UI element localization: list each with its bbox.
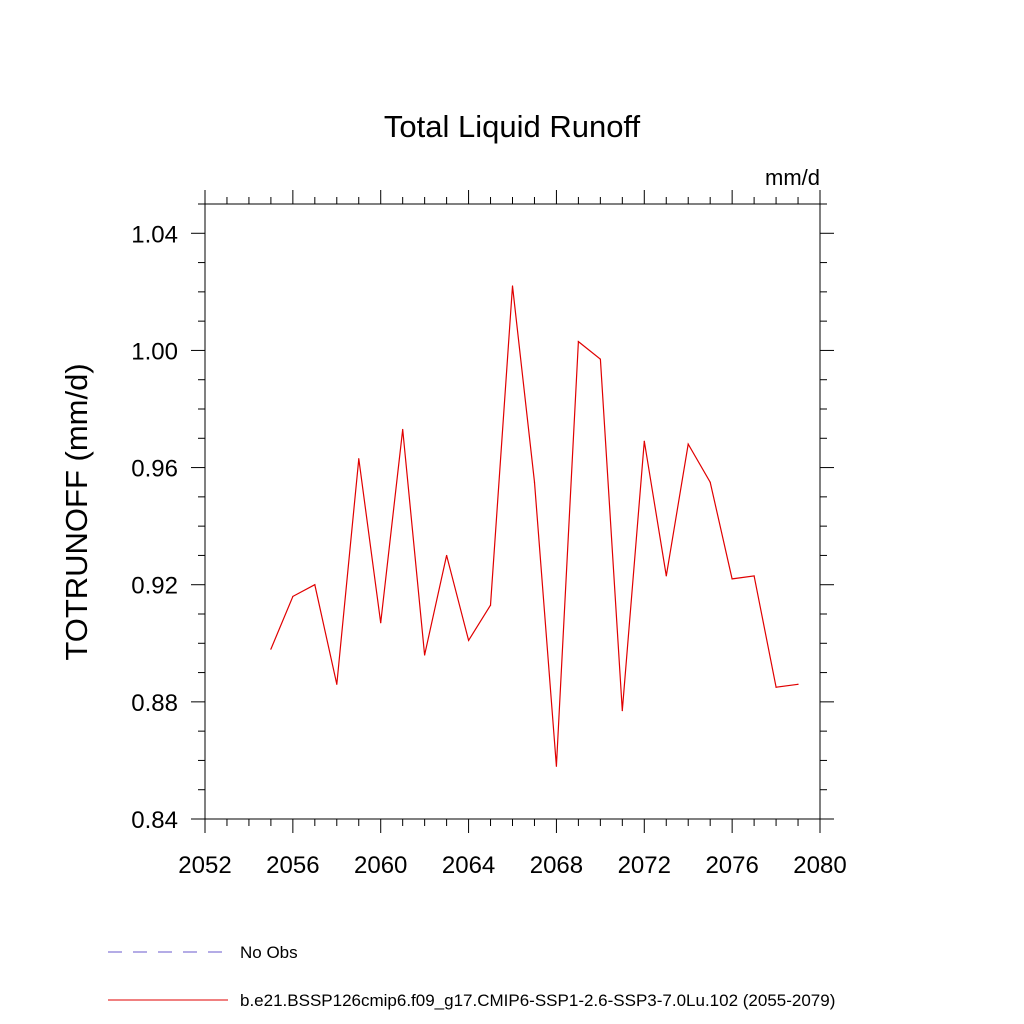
data-point bbox=[489, 604, 492, 606]
x-tick-label: 2068 bbox=[530, 852, 583, 879]
data-point bbox=[797, 683, 799, 685]
data-point bbox=[314, 584, 316, 586]
data-point bbox=[358, 458, 360, 460]
data-point bbox=[731, 578, 733, 580]
data-point bbox=[336, 683, 338, 685]
legend: No Obs b.e21.BSSP126cmip6.f09_g17.CMIP6-S… bbox=[108, 943, 835, 1010]
x-tick-label: 2064 bbox=[442, 852, 495, 879]
data-point bbox=[292, 595, 294, 598]
legend-label: No Obs bbox=[240, 943, 298, 962]
y-tick-label: 0.88 bbox=[131, 690, 178, 717]
x-tick-label: 2056 bbox=[266, 852, 319, 879]
y-tick-label: 0.92 bbox=[131, 573, 178, 600]
x-tick-label: 2060 bbox=[354, 852, 407, 879]
data-point bbox=[775, 686, 777, 688]
data-point bbox=[599, 358, 601, 360]
chart-title: Total Liquid Runoff bbox=[384, 109, 641, 144]
data-point bbox=[709, 481, 711, 483]
y-tick-label: 0.84 bbox=[131, 807, 178, 834]
axes: 2052 2056 2060 2064 2068 2072 2076 2080 0.84 0.88… bbox=[131, 190, 847, 879]
legend-label: b.e21.BSSP126cmip6.f09_g17.CMIP6-SSP1-2.… bbox=[240, 991, 835, 1010]
x-tick-label: 2052 bbox=[178, 852, 231, 879]
data-point bbox=[467, 639, 470, 641]
data-point bbox=[577, 341, 579, 343]
data-point bbox=[511, 285, 514, 287]
data-point bbox=[270, 648, 272, 650]
y-tick-label: 1.00 bbox=[131, 338, 178, 365]
data-point bbox=[643, 440, 645, 442]
data-point bbox=[533, 481, 536, 483]
data-point bbox=[665, 575, 667, 577]
y-tick-label: 1.04 bbox=[131, 221, 178, 248]
units-label: mm/d bbox=[765, 165, 820, 190]
series-group bbox=[270, 285, 799, 767]
data-point bbox=[555, 765, 558, 767]
data-point bbox=[446, 554, 448, 557]
x-tick-label: 2080 bbox=[793, 852, 846, 879]
x-tick-label: 2072 bbox=[618, 852, 671, 879]
data-point bbox=[424, 654, 426, 656]
y-tick-label: 0.96 bbox=[131, 456, 178, 483]
data-point bbox=[402, 428, 404, 431]
data-point bbox=[621, 710, 623, 712]
y-axis-label: TOTRUNOFF (mm/d) bbox=[59, 363, 94, 660]
series-line bbox=[270, 285, 799, 767]
data-point bbox=[687, 443, 689, 445]
x-tick-label: 2076 bbox=[705, 852, 758, 879]
plot-frame bbox=[204, 203, 821, 820]
data-point bbox=[753, 575, 755, 577]
data-point bbox=[380, 622, 382, 624]
